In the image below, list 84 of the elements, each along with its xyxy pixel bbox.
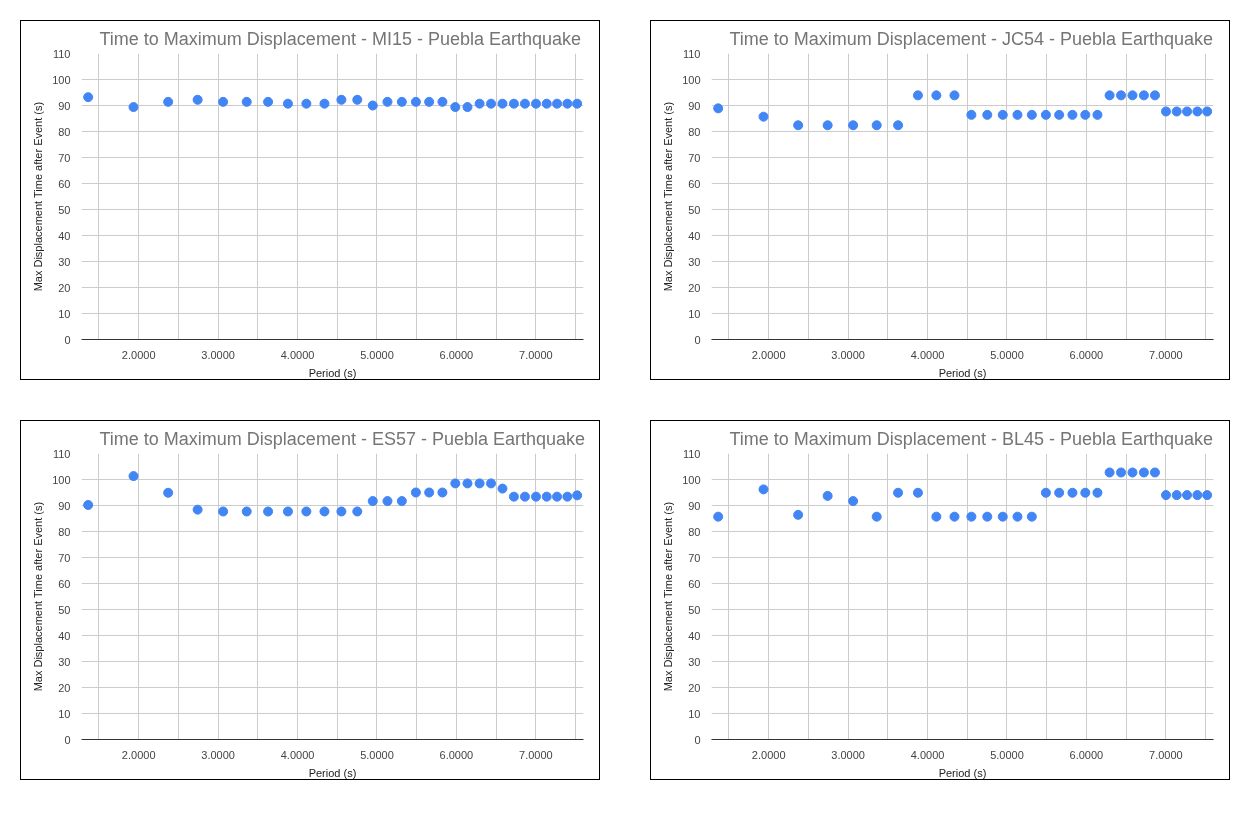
y-tick-label: 100	[52, 73, 71, 86]
y-tick-label: 20	[58, 681, 71, 694]
y-tick-label: 110	[682, 447, 701, 460]
y-tick-label: 90	[58, 499, 71, 512]
x-tick-label: 6.0000	[1069, 348, 1104, 361]
y-tick-label: 10	[58, 307, 71, 320]
chart-title: Time to Maximum Displacement - JC54 - Puebla Earthquake	[729, 28, 1214, 49]
y-tick-label: 80	[58, 125, 71, 138]
x-tick-label: 5.0000	[360, 748, 394, 761]
y-tick-label: 90	[688, 99, 701, 112]
y-axis-title: Max Displacement Time after Event (s)	[32, 101, 45, 292]
y-tick-label: 40	[58, 229, 71, 242]
x-axis-title: Period (s)	[308, 766, 357, 779]
x-tick-label: 3.0000	[831, 748, 865, 761]
x-tick-label: 6.0000	[439, 748, 474, 761]
y-tick-label: 30	[688, 655, 701, 668]
y-tick-label: 20	[688, 681, 701, 694]
x-axis-title: Period (s)	[938, 766, 987, 779]
x-tick-label: 3.0000	[201, 348, 235, 361]
y-tick-label: 10	[688, 307, 701, 320]
y-tick-label: 100	[682, 73, 701, 86]
y-tick-label: 70	[58, 151, 71, 164]
y-tick-label: 10	[688, 707, 701, 720]
x-tick-label: 4.0000	[910, 348, 945, 361]
y-tick-label: 40	[688, 229, 701, 242]
y-tick-label: 80	[58, 525, 71, 538]
y-tick-label: 110	[52, 47, 71, 60]
y-tick-label: 110	[682, 47, 701, 60]
y-tick-label: 80	[688, 125, 701, 138]
chart-title: Time to Maximum Displacement - MI15 - Puebla Earthquake	[99, 28, 582, 49]
y-tick-label: 60	[58, 177, 71, 190]
x-tick-label: 4.0000	[910, 748, 945, 761]
x-tick-label: 7.0000	[1149, 348, 1183, 361]
y-tick-label: 110	[52, 447, 71, 460]
x-tick-label: 6.0000	[1069, 748, 1104, 761]
y-axis-title: Max Displacement Time after Event (s)	[662, 501, 675, 692]
y-tick-label: 90	[688, 499, 701, 512]
x-tick-label: 2.0000	[751, 348, 786, 361]
x-tick-label: 2.0000	[751, 748, 786, 761]
y-tick-label: 50	[688, 203, 701, 216]
y-tick-label: 60	[688, 577, 701, 590]
x-tick-label: 6.0000	[439, 348, 474, 361]
y-tick-label: 40	[58, 629, 71, 642]
y-tick-label: 50	[58, 603, 71, 616]
y-tick-label: 30	[688, 255, 701, 268]
y-tick-label: 80	[688, 525, 701, 538]
x-tick-label: 3.0000	[201, 748, 235, 761]
y-tick-label: 10	[58, 707, 71, 720]
y-tick-label: 70	[688, 151, 701, 164]
y-tick-label: 20	[58, 281, 71, 294]
y-tick-label: 50	[688, 603, 701, 616]
y-tick-label: 0	[694, 333, 701, 346]
x-tick-label: 4.0000	[280, 348, 315, 361]
y-tick-label: 0	[64, 733, 71, 746]
y-tick-label: 60	[58, 577, 71, 590]
chart-title: Time to Maximum Displacement - BL45 - Puebla Earthquake	[729, 428, 1214, 449]
y-tick-label: 0	[64, 333, 71, 346]
y-tick-label: 40	[688, 629, 701, 642]
chart-title: Time to Maximum Displacement - ES57 - Puebla Earthquake	[99, 428, 586, 449]
x-tick-label: 7.0000	[519, 348, 553, 361]
x-tick-label: 4.0000	[280, 748, 315, 761]
x-axis-title: Period (s)	[938, 366, 987, 379]
y-tick-label: 100	[52, 473, 71, 486]
x-tick-label: 7.0000	[1149, 748, 1183, 761]
y-tick-label: 30	[58, 655, 71, 668]
x-tick-label: 5.0000	[990, 348, 1024, 361]
x-tick-label: 2.0000	[121, 748, 156, 761]
y-tick-label: 50	[58, 203, 71, 216]
x-tick-label: 3.0000	[831, 348, 865, 361]
y-tick-label: 30	[58, 255, 71, 268]
y-tick-label: 70	[688, 551, 701, 564]
x-tick-label: 5.0000	[360, 348, 394, 361]
y-tick-label: 70	[58, 551, 71, 564]
y-tick-label: 100	[682, 473, 701, 486]
y-axis-title: Max Displacement Time after Event (s)	[32, 501, 45, 692]
x-tick-label: 5.0000	[990, 748, 1024, 761]
y-tick-label: 20	[688, 281, 701, 294]
y-axis-title: Max Displacement Time after Event (s)	[662, 101, 675, 292]
y-tick-label: 60	[688, 177, 701, 190]
x-axis-title: Period (s)	[308, 366, 357, 379]
y-tick-label: 90	[58, 99, 71, 112]
x-tick-label: 2.0000	[121, 348, 156, 361]
y-tick-label: 0	[694, 733, 701, 746]
x-tick-label: 7.0000	[519, 748, 553, 761]
